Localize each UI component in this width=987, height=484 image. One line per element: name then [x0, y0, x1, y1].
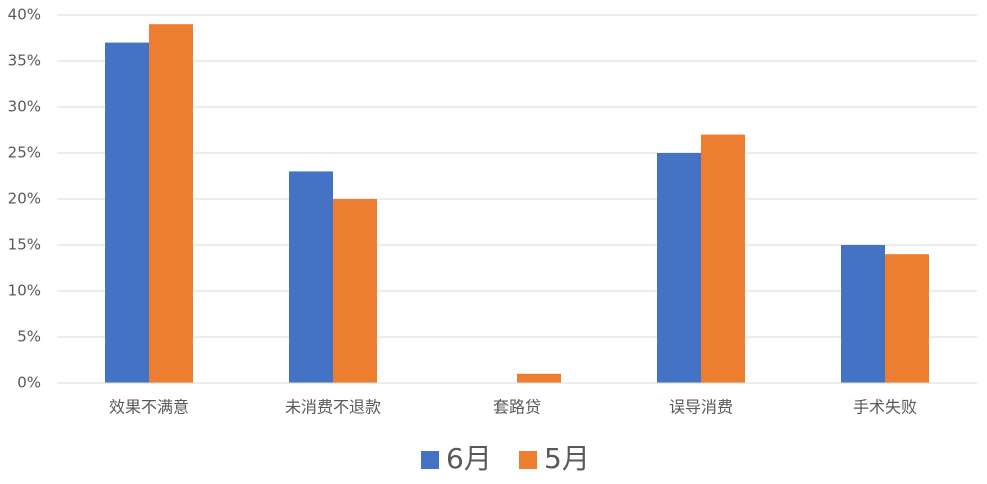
bar	[517, 373, 561, 383]
legend-label: 6月	[446, 442, 492, 475]
bar	[105, 42, 149, 383]
bar	[841, 245, 885, 383]
y-tick-label: 20%	[8, 190, 41, 208]
x-tick-label: 效果不满意	[109, 398, 189, 417]
bar	[885, 254, 929, 383]
legend-label: 5月	[544, 442, 590, 475]
legend-swatch	[519, 451, 537, 469]
legend-swatch	[421, 451, 439, 469]
bar	[149, 24, 193, 383]
y-tick-label: 5%	[17, 328, 41, 346]
bar	[657, 153, 701, 383]
bar	[333, 199, 377, 383]
y-tick-label: 0%	[17, 374, 41, 392]
y-tick-label: 15%	[8, 236, 41, 254]
bar	[289, 171, 333, 383]
x-tick-label: 误导消费	[669, 398, 733, 417]
x-tick-label: 套路贷	[493, 398, 541, 417]
y-tick-label: 25%	[8, 144, 41, 162]
bar	[701, 134, 745, 383]
y-tick-label: 30%	[8, 98, 41, 116]
y-tick-label: 10%	[8, 282, 41, 300]
y-tick-label: 35%	[8, 52, 41, 70]
y-tick-label: 40%	[8, 6, 41, 24]
x-tick-label: 未消费不退款	[285, 398, 381, 417]
x-tick-label: 手术失败	[853, 398, 917, 417]
